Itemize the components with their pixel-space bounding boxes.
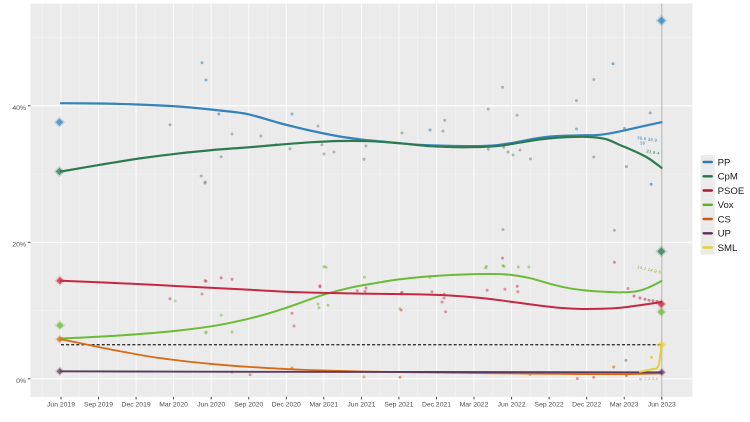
- svg-text:CpM: CpM: [718, 172, 738, 183]
- svg-text:Jun 2023: Jun 2023: [648, 401, 676, 408]
- svg-text:Sep 2021: Sep 2021: [384, 401, 413, 408]
- svg-text:Mar 2021: Mar 2021: [309, 401, 338, 408]
- svg-text:SML: SML: [718, 243, 738, 254]
- svg-text:qr 2.2 3.4··: qr 2.2 3.4··: [639, 377, 661, 381]
- svg-text:Jun 2021: Jun 2021: [347, 401, 375, 408]
- svg-text:UP: UP: [718, 229, 731, 240]
- svg-text:38.6 38.9: 38.6 38.9: [637, 135, 658, 143]
- svg-text:Jun 2022: Jun 2022: [498, 401, 526, 408]
- svg-text:Mar 2020: Mar 2020: [159, 401, 188, 408]
- svg-text:Jun 2019: Jun 2019: [47, 401, 75, 408]
- svg-text:Vox: Vox: [718, 200, 734, 211]
- svg-text:33.8·4: 33.8·4: [646, 149, 661, 156]
- svg-text:39: 39: [640, 141, 646, 146]
- svg-text:Sep 2020: Sep 2020: [234, 401, 263, 408]
- svg-text:Dec 2021: Dec 2021: [422, 401, 451, 408]
- svg-text:Dec 2020: Dec 2020: [272, 401, 301, 408]
- svg-text:PSOE: PSOE: [718, 186, 745, 197]
- svg-text:Dec 2019: Dec 2019: [122, 401, 151, 408]
- svg-text:Dec 2022: Dec 2022: [572, 401, 601, 408]
- svg-text:20%: 20%: [12, 241, 26, 248]
- svg-text:PP: PP: [718, 157, 731, 168]
- svg-text:Jun 2020: Jun 2020: [197, 401, 225, 408]
- svg-text:Mar 2023: Mar 2023: [610, 401, 639, 408]
- svg-text:0%: 0%: [16, 378, 26, 385]
- svg-text:14.2 14.9·5: 14.2 14.9·5: [637, 264, 662, 275]
- svg-text:Mar 2022: Mar 2022: [460, 401, 489, 408]
- svg-text:Sep 2022: Sep 2022: [535, 401, 564, 408]
- svg-text:40%: 40%: [12, 105, 26, 112]
- svg-text:Sep 2019: Sep 2019: [84, 401, 113, 408]
- svg-text:CS: CS: [718, 214, 731, 225]
